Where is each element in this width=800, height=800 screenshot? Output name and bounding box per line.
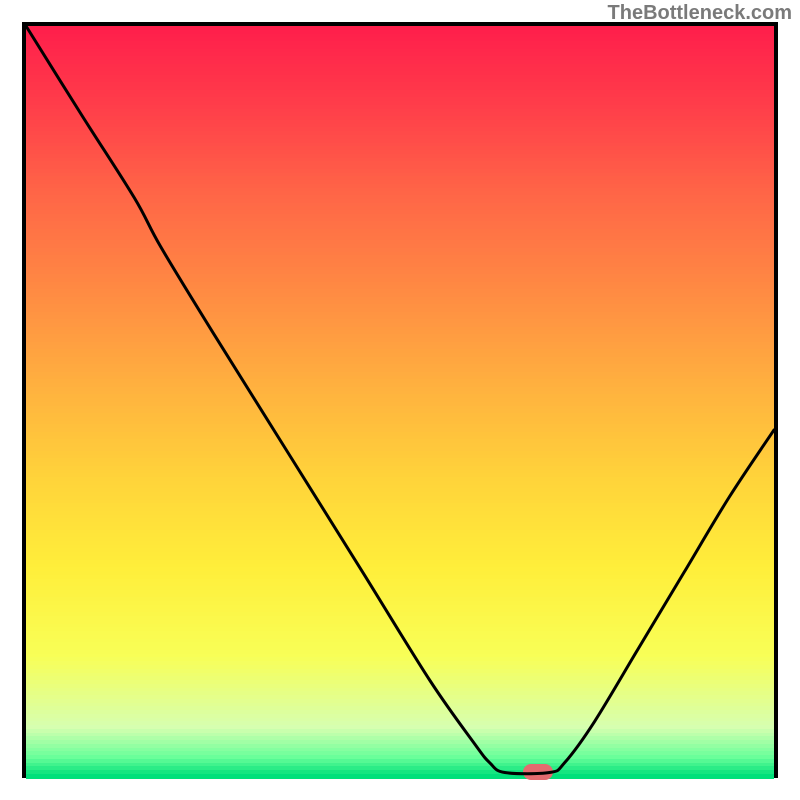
chart-container: TheBottleneck.com <box>0 0 800 800</box>
plot-area <box>22 22 778 778</box>
bottleneck-curve <box>26 26 774 774</box>
watermark-text: TheBottleneck.com <box>608 2 792 25</box>
